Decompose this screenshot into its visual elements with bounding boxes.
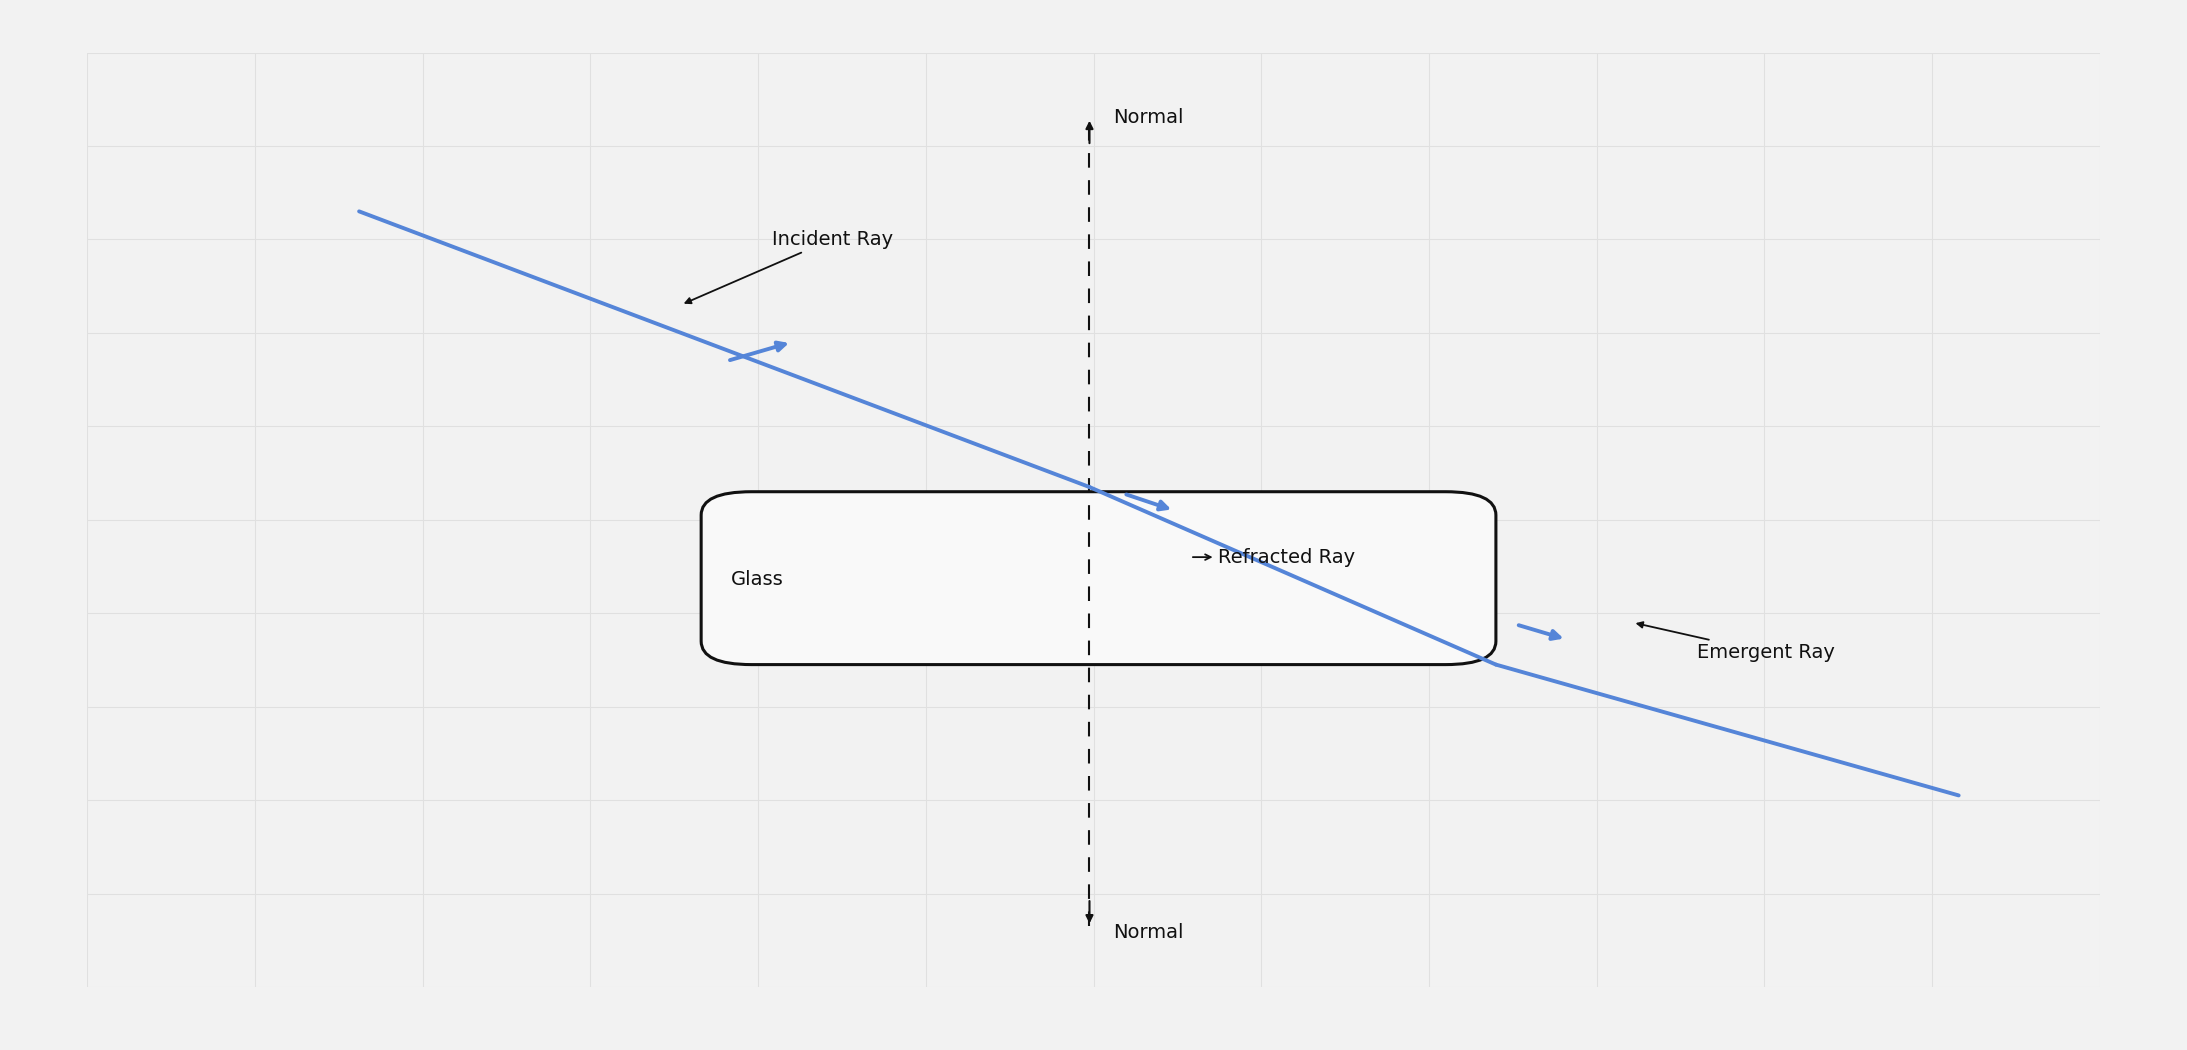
Text: Emergent Ray: Emergent Ray	[1638, 622, 1835, 663]
Text: Normal: Normal	[1113, 923, 1183, 942]
Text: Incident Ray: Incident Ray	[685, 230, 892, 303]
Text: Normal: Normal	[1113, 108, 1183, 127]
FancyBboxPatch shape	[702, 491, 1496, 665]
Text: Glass: Glass	[730, 570, 785, 589]
Text: Refracted Ray: Refracted Ray	[1192, 548, 1356, 567]
